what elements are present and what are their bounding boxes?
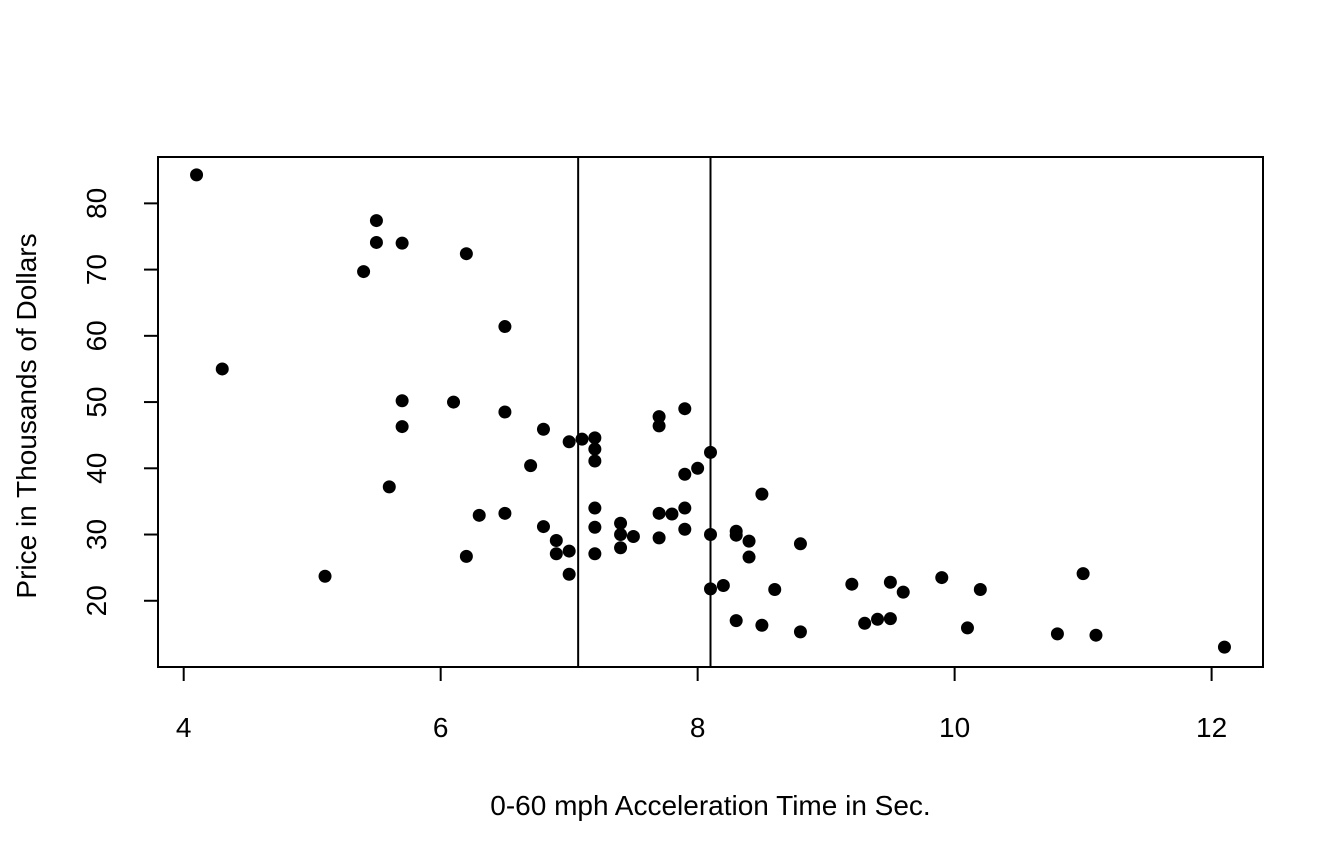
data-point (215, 362, 229, 376)
data-point (1050, 627, 1064, 641)
x-axis: 4 6 8 10 12 (176, 666, 1227, 743)
data-point (447, 395, 461, 409)
data-point (588, 442, 602, 456)
data-point (562, 544, 576, 558)
data-point (588, 454, 602, 468)
data-point (742, 550, 756, 564)
data-point (459, 247, 473, 261)
data-point (665, 507, 679, 521)
data-point (704, 528, 717, 542)
data-point (536, 422, 550, 436)
data-point (678, 501, 692, 515)
data-point (652, 419, 666, 433)
data-point (562, 435, 576, 449)
data-point (691, 461, 705, 475)
data-point (382, 480, 396, 494)
data-point (575, 432, 589, 446)
y-tick-label: 60 (81, 320, 112, 351)
data-point (614, 528, 628, 542)
x-axis-label: 0-60 mph Acceleration Time in Sec. (490, 790, 930, 821)
data-point (729, 614, 743, 628)
data-point (626, 530, 640, 544)
x-tick-label: 6 (433, 712, 449, 743)
x-tick-label: 10 (939, 712, 970, 743)
data-point (935, 571, 949, 585)
y-axis-label: Price in Thousands of Dollars (11, 233, 42, 598)
data-point (588, 520, 602, 534)
data-point (858, 616, 872, 630)
data-point (678, 467, 692, 481)
data-point (369, 235, 383, 249)
data-point (704, 582, 717, 596)
data-point (652, 506, 666, 520)
data-point (614, 516, 628, 530)
y-tick-label: 20 (81, 585, 112, 616)
data-point (369, 214, 383, 228)
data-point (588, 501, 602, 515)
data-point (588, 431, 602, 445)
data-point (716, 579, 730, 593)
y-tick-label: 80 (81, 188, 112, 219)
data-point (614, 541, 628, 555)
data-point (678, 522, 692, 536)
data-point (498, 506, 512, 520)
data-point (562, 567, 576, 581)
data-point (395, 236, 409, 250)
data-point (883, 612, 897, 626)
data-point (395, 394, 409, 408)
data-point (357, 265, 371, 279)
data-point (652, 410, 666, 424)
data-point (549, 547, 563, 561)
data-point (883, 575, 897, 589)
data-point (793, 537, 807, 551)
y-tick-label: 50 (81, 386, 112, 417)
data-point (459, 549, 473, 563)
data-point (652, 531, 666, 545)
data-point (755, 618, 769, 632)
x-tick-label: 8 (690, 712, 706, 743)
data-point (871, 612, 885, 626)
data-point (768, 583, 782, 597)
data-point (498, 320, 512, 334)
data-point (704, 445, 717, 459)
data-point (973, 583, 987, 597)
y-tick-label: 40 (81, 453, 112, 484)
data-point (472, 508, 486, 522)
data-point (793, 625, 807, 639)
data-point (395, 420, 409, 434)
data-points (190, 168, 1231, 654)
reference-lines (577, 157, 712, 667)
data-point (1089, 628, 1103, 642)
data-point (896, 585, 910, 599)
data-point (190, 168, 204, 182)
y-tick-label: 70 (81, 254, 112, 285)
data-point (678, 402, 692, 416)
y-axis: 20 30 40 50 60 70 80 (81, 188, 159, 616)
data-point (1217, 640, 1231, 654)
data-point (960, 621, 974, 635)
x-tick-label: 4 (176, 712, 192, 743)
data-point (742, 534, 756, 548)
y-tick-label: 30 (81, 519, 112, 550)
data-point (588, 547, 602, 561)
data-point (845, 577, 859, 591)
data-point (729, 528, 743, 542)
x-tick-label: 12 (1196, 712, 1227, 743)
data-point (536, 520, 550, 534)
data-point (549, 533, 563, 547)
data-point (524, 459, 538, 473)
data-point (755, 487, 769, 501)
data-point (1076, 567, 1090, 581)
data-point (318, 569, 332, 583)
data-point (498, 405, 512, 419)
